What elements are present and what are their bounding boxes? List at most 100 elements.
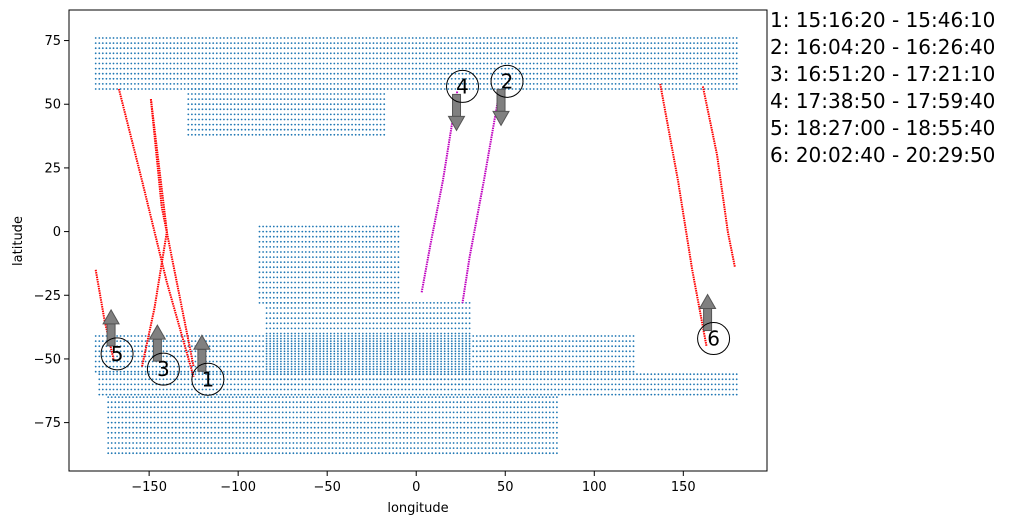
mask-point xyxy=(258,57,261,60)
mask-point xyxy=(586,350,589,353)
mask-point xyxy=(411,47,414,50)
mask-point xyxy=(308,312,311,314)
mask-point xyxy=(653,42,656,44)
mask-point xyxy=(119,360,122,363)
mask-point xyxy=(198,57,200,60)
mask-point xyxy=(472,77,475,80)
mask-point xyxy=(721,62,724,65)
mask-point xyxy=(408,72,410,75)
mask-point xyxy=(276,286,279,289)
mask-point xyxy=(290,62,293,65)
mask-point xyxy=(290,52,293,55)
mask-point xyxy=(383,317,386,320)
mask-point xyxy=(351,332,353,335)
mask-point xyxy=(148,42,151,44)
mask-point xyxy=(173,37,176,39)
mask-point xyxy=(219,350,222,353)
mask-point xyxy=(386,261,389,263)
mask-point xyxy=(540,52,542,55)
mask-point xyxy=(262,365,264,368)
mask-point xyxy=(205,103,208,106)
mask-point xyxy=(354,342,357,345)
mask-point xyxy=(497,57,499,60)
mask-point xyxy=(94,62,97,65)
mask-point xyxy=(522,52,524,55)
mask-point xyxy=(632,37,635,39)
mask-point xyxy=(301,266,304,269)
mask-point xyxy=(547,360,549,363)
mask-point xyxy=(112,83,115,85)
mask-point xyxy=(251,355,254,358)
mask-point xyxy=(369,52,371,55)
mask-point xyxy=(607,355,610,358)
mask-point xyxy=(372,276,375,279)
mask-point xyxy=(390,327,393,330)
mask-point xyxy=(572,37,574,39)
mask-point xyxy=(404,358,407,360)
mask-point xyxy=(689,47,692,50)
mask-point xyxy=(312,123,314,126)
mask-point xyxy=(269,363,272,365)
mask-point xyxy=(240,113,243,116)
mask-point xyxy=(689,57,692,60)
mask-point xyxy=(507,83,510,85)
mask-point xyxy=(237,42,240,44)
mask-point xyxy=(383,358,386,360)
mask-point xyxy=(689,77,692,80)
mask-point xyxy=(333,322,336,325)
mask-point xyxy=(397,37,400,39)
mask-point xyxy=(593,52,596,55)
mask-point xyxy=(329,88,332,90)
mask-point xyxy=(333,93,336,95)
mask-point xyxy=(329,352,332,355)
mask-point xyxy=(636,52,638,55)
mask-point xyxy=(233,345,236,348)
mask-point xyxy=(611,37,613,39)
mask-point xyxy=(493,88,496,90)
mask-point xyxy=(148,47,151,50)
mask-point xyxy=(351,296,353,299)
mask-point xyxy=(105,57,108,60)
mask-point xyxy=(276,62,279,65)
mask-point xyxy=(383,322,386,325)
mask-point xyxy=(340,123,343,126)
mask-point xyxy=(372,281,375,284)
mask-point xyxy=(315,337,318,340)
mask-point xyxy=(621,355,624,358)
mask-point xyxy=(418,67,421,70)
mask-point xyxy=(287,271,289,274)
mask-point xyxy=(379,312,382,314)
mask-point xyxy=(265,332,268,335)
mask-point xyxy=(351,261,353,263)
mask-point xyxy=(394,291,396,294)
mask-point xyxy=(693,88,695,90)
mask-point xyxy=(98,360,101,363)
mask-point xyxy=(337,133,339,136)
mask-point xyxy=(208,37,211,39)
mask-point xyxy=(447,355,450,358)
mask-point xyxy=(337,128,339,131)
mask-point xyxy=(568,370,571,373)
mask-point xyxy=(183,83,186,85)
mask-point xyxy=(536,67,539,70)
mask-point xyxy=(518,355,521,358)
mask-point xyxy=(379,358,382,360)
mask-point xyxy=(354,57,357,60)
mask-point xyxy=(347,118,350,121)
mask-point xyxy=(354,307,357,309)
mask-point xyxy=(258,77,261,80)
mask-point xyxy=(351,225,353,228)
mask-point xyxy=(358,291,361,294)
mask-point xyxy=(372,332,375,335)
mask-point xyxy=(276,360,279,363)
mask-point xyxy=(369,88,371,90)
mask-point xyxy=(351,360,353,363)
mask-point xyxy=(340,246,343,248)
mask-point xyxy=(347,312,350,314)
mask-point xyxy=(276,256,279,258)
mask-point xyxy=(272,88,275,90)
mask-point xyxy=(315,251,318,253)
mask-point xyxy=(112,370,115,373)
mask-point xyxy=(329,347,332,350)
mask-point xyxy=(322,93,325,95)
